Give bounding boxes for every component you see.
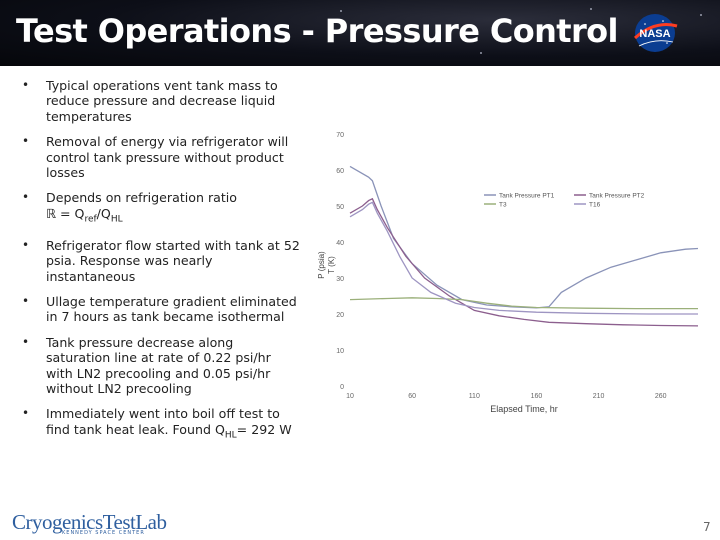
- bullet-text: Refrigerator flow started with tank at 5…: [46, 237, 300, 284]
- bullet-dot: •: [22, 237, 30, 252]
- logo-subtitle: KENNEDY SPACE CENTER: [62, 530, 145, 536]
- bullet-text: Immediately went into boil off test to f…: [46, 406, 280, 437]
- y-tick-label: 30: [336, 276, 344, 283]
- y-tick-label: 50: [336, 204, 344, 211]
- bullet-text: Ullage temperature gradient eliminated i…: [46, 293, 297, 325]
- bullet-item: • Refrigerator flow started with tank at …: [20, 238, 300, 284]
- subscript-hl: HL: [224, 430, 237, 441]
- bullet-item: • Depends on refrigeration ratio ℝ = Qref…: [20, 190, 300, 227]
- y-axis-label-pressure: P (psia): [317, 251, 326, 279]
- series-line-1: [349, 165, 699, 309]
- bullet-item: • Tank pressure decrease along saturation…: [20, 335, 300, 397]
- series-line-4: [349, 201, 698, 315]
- bullet-dot: •: [22, 406, 30, 421]
- bullet-dot: •: [22, 334, 30, 349]
- slide-title: Test Operations - Pressure Control: [16, 12, 619, 50]
- y-tick-label: 20: [336, 312, 344, 319]
- y-tick-label: 10: [336, 348, 344, 355]
- bullet-item: • Immediately went into boil off test to …: [20, 406, 300, 443]
- svg-text:NASA: NASA: [639, 28, 670, 40]
- x-axis-label: Elapsed Time, hr: [490, 404, 558, 414]
- page-number: 7: [703, 520, 711, 534]
- bullet-dot: •: [22, 134, 30, 149]
- x-tick-label: 210: [593, 393, 605, 400]
- bullet-text-tail: = 292 W: [236, 421, 292, 437]
- subscript-hl: HL: [110, 214, 123, 225]
- series-line-2: [349, 197, 699, 327]
- y-tick-label: 70: [336, 132, 344, 139]
- series-line-3: [349, 297, 698, 310]
- ratio-symbol: ℝ = Q: [46, 205, 85, 221]
- star-decoration: [610, 40, 612, 42]
- bullet-list: • Typical operations vent tank mass to re…: [20, 78, 300, 454]
- bullet-dot: •: [22, 78, 30, 92]
- bullet-text: Tank pressure decrease along saturation …: [46, 334, 271, 397]
- bullet-text: Depends on refrigeration ratio: [46, 190, 237, 206]
- legend-label: Tank Pressure PT2: [589, 193, 645, 200]
- star-decoration: [340, 10, 342, 12]
- star-decoration: [590, 8, 592, 10]
- star-decoration: [700, 14, 702, 16]
- star-decoration: [480, 52, 482, 54]
- bullet-item: • Typical operations vent tank mass to re…: [20, 78, 300, 124]
- bullet-dot: •: [22, 293, 30, 308]
- bullet-text: Removal of energy via refrigerator will …: [46, 134, 289, 181]
- x-tick-label: 10: [346, 393, 354, 400]
- x-tick-label: 110: [469, 393, 480, 400]
- bullet-item: • Ullage temperature gradient eliminated …: [20, 294, 300, 325]
- x-tick-label: 60: [408, 393, 416, 400]
- cryogenics-test-lab-logo: CryogenicsTestLab: [12, 510, 167, 534]
- nasa-logo-icon: NASA: [633, 14, 678, 52]
- ratio-divider: /Q: [96, 205, 111, 221]
- bullet-item: • Removal of energy via refrigerator will…: [20, 134, 300, 180]
- bullet-text: Typical operations vent tank mass to red…: [46, 78, 278, 124]
- legend-label: T3: [499, 202, 507, 209]
- y-axis-label-temperature: T (K): [327, 256, 336, 274]
- y-tick-label: 40: [336, 240, 344, 247]
- x-tick-label: 260: [655, 393, 667, 400]
- title-bar: Test Operations - Pressure Control NASA: [0, 0, 720, 66]
- subscript-ref: ref: [84, 214, 97, 225]
- bullet-dot: •: [22, 190, 30, 205]
- legend-label: T16: [589, 202, 601, 209]
- y-tick-label: 60: [336, 168, 344, 175]
- y-tick-label: 0: [340, 384, 344, 391]
- legend-label: Tank Pressure PT1: [499, 193, 555, 200]
- x-tick-label: 160: [531, 393, 543, 400]
